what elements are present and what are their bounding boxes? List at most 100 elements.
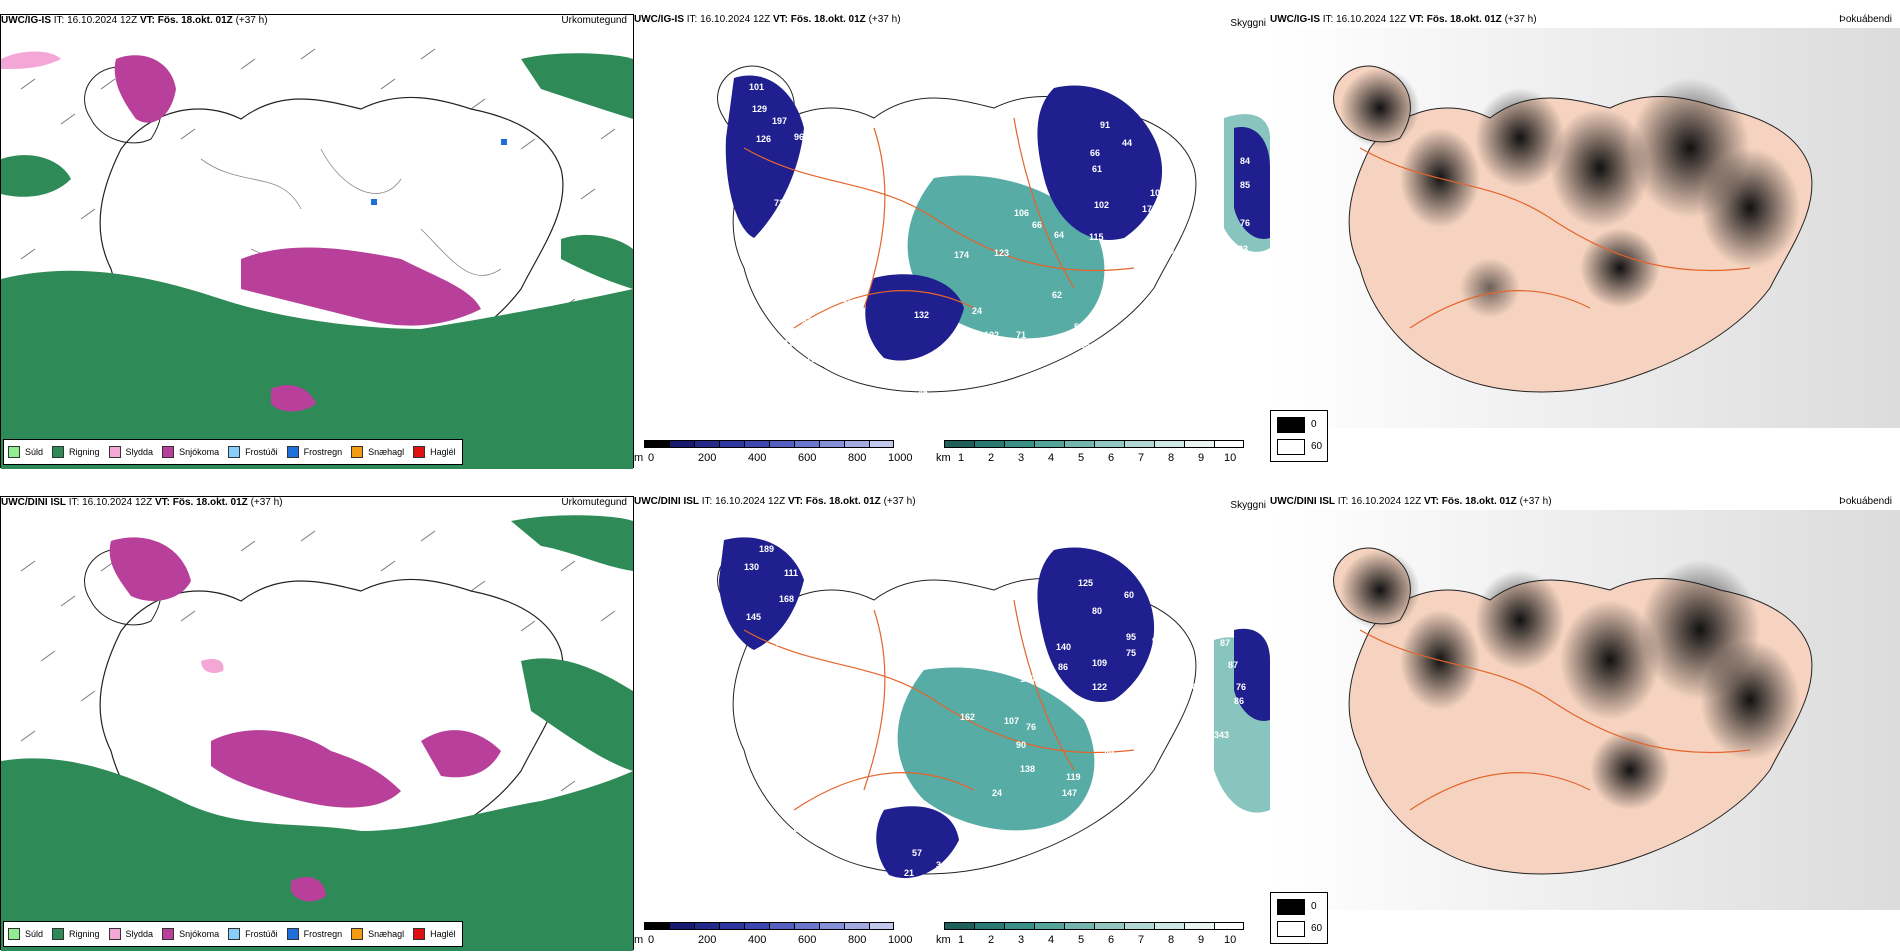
- fog-label-dark: 0: [1311, 419, 1317, 430]
- vis-tick: 6: [1108, 452, 1115, 464]
- vis-value: 90: [1016, 740, 1026, 750]
- vis-tick: 2: [988, 452, 995, 464]
- lead-time: (+37 h): [250, 497, 283, 508]
- legend-item: Súld: [8, 928, 43, 940]
- fog-patch: [1580, 228, 1660, 308]
- vis-value: 76: [1240, 218, 1250, 228]
- fog-swatch-dark: [1277, 899, 1305, 915]
- low-vis-blue-nw: [725, 75, 804, 238]
- height-tick: 400: [748, 934, 767, 946]
- vis-value: 50: [784, 320, 794, 330]
- legend-item: Snæhagl: [351, 928, 404, 940]
- vis-value: 107: [1004, 716, 1019, 726]
- vis-value: 87: [1228, 660, 1238, 670]
- vis-tick: 4: [1048, 934, 1055, 946]
- vis-value: 126: [806, 668, 821, 678]
- vis-value: 45: [918, 388, 928, 398]
- vis-value: 68: [772, 654, 782, 664]
- variable-label: Þokuábendi: [1839, 14, 1892, 25]
- vis-tick: 7: [1138, 452, 1145, 464]
- snow-area-se: [421, 730, 501, 778]
- vis-value: 100: [962, 848, 977, 858]
- vis-value: 170: [1172, 204, 1187, 214]
- fog-patch: [1590, 730, 1670, 810]
- panel-title: UWC/DINI ISL IT: 16.10.2024 12Z VT: Fös.…: [1, 497, 283, 509]
- legend-item: Snæhagl: [351, 446, 404, 458]
- vis-value: 49: [1104, 748, 1114, 758]
- fog-patch: [1700, 148, 1800, 268]
- model-row-1: UWC/DINI ISL IT: 16.10.2024 12Z VT: Fös.…: [0, 482, 1900, 952]
- vis-value: 66: [1032, 220, 1042, 230]
- height-colorbar: m 0 200 400 600 800 1000: [634, 922, 934, 952]
- height-colorbar: m 0 200 400 600 800 1000: [634, 440, 934, 470]
- low-vis-blue-e: [1234, 628, 1270, 721]
- precip-type-legend: Súld Rigning Slydda Snjókoma Frostúði Fr…: [3, 921, 463, 947]
- low-vis-blue-nw: [719, 537, 804, 650]
- snow-area-south: [211, 730, 401, 808]
- init-time: IT: 16.10.2024 12Z: [68, 497, 153, 508]
- roads: [1359, 629, 1751, 811]
- vis-tick: 4: [1048, 452, 1055, 464]
- lead-time: (+37 h): [1504, 14, 1537, 25]
- init-time: IT: 16.10.2024 12Z: [1322, 14, 1407, 25]
- vis-value: 122: [1092, 682, 1107, 692]
- model-name: UWC/IG-IS: [1, 15, 51, 26]
- vis-value: 51: [926, 402, 936, 412]
- vis-tick: 6: [1108, 934, 1115, 946]
- visibility-map: 101 129 197 96 126 57 72 83 69 50 56 87 …: [717, 65, 1270, 412]
- legend-item: Súld: [8, 446, 43, 458]
- legend-item: Slydda: [108, 446, 153, 458]
- vis-value: 101: [749, 82, 764, 92]
- vis-value: 91: [1100, 120, 1110, 130]
- vis-tick: 9: [1198, 934, 1205, 946]
- frozen-rain-speck: [501, 139, 507, 145]
- vis-value: 34: [1114, 294, 1124, 304]
- height-tick: 1000: [888, 452, 913, 464]
- precip-type-panel: UWC/DINI ISL IT: 16.10.2024 12Z VT: Fös.…: [0, 496, 634, 951]
- fog-legend: 0 60: [1270, 892, 1328, 944]
- legend-item: Frostúði: [228, 928, 278, 940]
- interior-lines: [200, 148, 502, 290]
- variable-label: Úrkomutegund: [561, 15, 627, 26]
- precip-type-legend: Súld Rigning Slydda Snjókoma Frostúði Fr…: [3, 439, 463, 465]
- vis-tick: 1: [958, 452, 965, 464]
- vis-tick: 3: [1018, 934, 1025, 946]
- vis-value: 45: [942, 366, 952, 376]
- variable-label: Úrkomutegund: [561, 497, 627, 508]
- visibility-values: 101 129 197 96 126 57 72 83 69 50 56 87 …: [749, 82, 1250, 412]
- vis-value: 189: [759, 544, 774, 554]
- model-name: UWC/IG-IS: [634, 14, 684, 25]
- height-unit: m: [634, 452, 644, 464]
- vis-value: 56: [860, 280, 870, 290]
- model-name: UWC/IG-IS: [1270, 14, 1320, 25]
- fog-patch: [1475, 88, 1565, 188]
- vis-tick: 9: [1198, 452, 1205, 464]
- low-vis-blue-s: [876, 806, 959, 879]
- legend-item: Slydda: [108, 928, 153, 940]
- vis-value: 107: [1150, 188, 1165, 198]
- vis-value: 83: [1238, 244, 1248, 254]
- vis-value: 57: [912, 848, 922, 858]
- height-unit: m: [634, 934, 644, 946]
- vis-value: 180: [978, 828, 993, 838]
- vis-value: 54: [1154, 228, 1164, 238]
- low-vis-blue-ne: [1037, 85, 1163, 240]
- fog-index-panel: UWC/DINI ISL IT: 16.10.2024 12Z VT: Fös.…: [1270, 496, 1900, 950]
- lead-time: (+37 h): [1519, 496, 1552, 507]
- vis-value: 44: [1122, 138, 1132, 148]
- fog-swatch-light: [1277, 439, 1305, 455]
- vis-value: 59: [1164, 246, 1174, 256]
- vis-tick: 7: [1138, 934, 1145, 946]
- fog-patch: [1560, 600, 1660, 720]
- vis-value: 76: [1026, 722, 1036, 732]
- fog-swatch-light: [1277, 921, 1305, 937]
- vis-tick: 5: [1078, 934, 1085, 946]
- init-time: IT: 16.10.2024 12Z: [1337, 496, 1422, 507]
- lead-time: (+37 h): [868, 14, 901, 25]
- vis-value: 69: [784, 232, 794, 242]
- vis-value: 61: [1014, 344, 1024, 354]
- vis-value: 138: [1020, 764, 1035, 774]
- vis-tick: 5: [1078, 452, 1085, 464]
- vis-value: 130: [744, 562, 759, 572]
- fog-label-light: 60: [1311, 441, 1323, 452]
